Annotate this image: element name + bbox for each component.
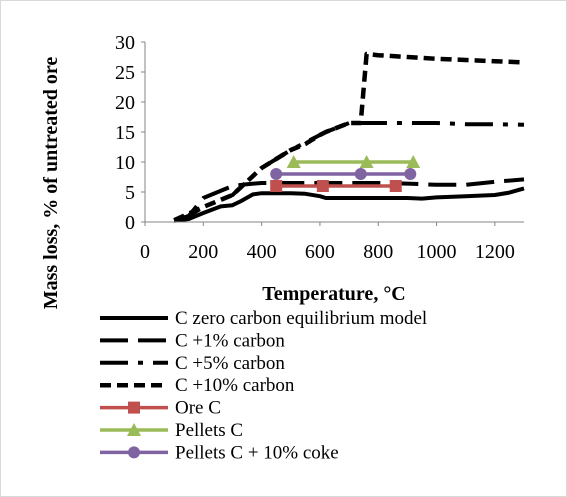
- series-2: [173, 177, 525, 223]
- series-1: [173, 186, 525, 223]
- data-point-triangle: [359, 155, 374, 168]
- data-point-circle: [128, 446, 140, 459]
- y-axis-title: Mass loss, % of untreated ore: [40, 57, 62, 310]
- data-point-triangle: [406, 155, 421, 168]
- x-tick-label: 600: [305, 241, 335, 263]
- x-tick-label: 800: [363, 241, 393, 263]
- x-tick-label: 400: [247, 241, 277, 263]
- legend-label: Pellets C + 10% coke: [175, 442, 339, 463]
- series-7: [270, 168, 417, 180]
- legend-label: Pellets C: [175, 420, 243, 441]
- data-point-triangle: [286, 155, 301, 168]
- data-point-square: [389, 180, 402, 192]
- legend-entry: C +10% carbon: [100, 375, 295, 396]
- y-tick-label: 10: [115, 152, 135, 174]
- y-tick-label: 20: [115, 92, 135, 114]
- legend-entry: Ore C: [100, 398, 221, 419]
- legend-label: C +5% carbon: [175, 353, 285, 374]
- data-point-circle: [404, 168, 417, 180]
- legend-label: Ore C: [175, 398, 221, 419]
- series-5: [270, 180, 402, 192]
- data-point-square: [270, 180, 283, 192]
- y-tick-label: 25: [115, 62, 135, 84]
- x-tick-label: 200: [188, 241, 218, 263]
- data-point-circle: [354, 168, 367, 180]
- plot-lines: [173, 51, 525, 223]
- y-tick-label: 5: [125, 182, 135, 204]
- x-tick-label: 1000: [417, 241, 457, 263]
- y-tick-label: 0: [125, 212, 135, 234]
- legend-entry: Pellets C: [100, 420, 243, 441]
- legend-label: C zero carbon equilibrium model: [175, 308, 427, 329]
- legend-entry: C +1% carbon: [100, 330, 285, 351]
- legend-entry: C +5% carbon: [100, 353, 285, 374]
- data-point-square: [128, 401, 140, 414]
- series-4: [173, 51, 525, 223]
- legend-label: C +10% carbon: [175, 375, 295, 396]
- tick-labels: 0 5 10 15 20 25 30 0 200 400 600 800 1000 1200: [115, 32, 515, 263]
- x-tick-label: 0: [140, 241, 150, 263]
- series-line: [173, 186, 525, 223]
- legend-entry: Pellets C + 10% coke: [100, 442, 339, 463]
- legend-entry: C zero carbon equilibrium model: [100, 308, 427, 329]
- legend-label: C +1% carbon: [175, 330, 285, 351]
- data-point-circle: [270, 168, 283, 180]
- data-point-square: [316, 180, 329, 192]
- y-tick-label: 15: [115, 122, 135, 144]
- x-tick-label: 1200: [475, 241, 515, 263]
- data-point-triangle: [127, 423, 141, 436]
- series-line: [173, 177, 525, 223]
- x-axis-title: Temperature, °C: [262, 283, 406, 305]
- axes: [141, 41, 524, 226]
- y-tick-label: 30: [115, 32, 135, 54]
- series-line: [173, 51, 525, 223]
- series-6: [286, 155, 421, 168]
